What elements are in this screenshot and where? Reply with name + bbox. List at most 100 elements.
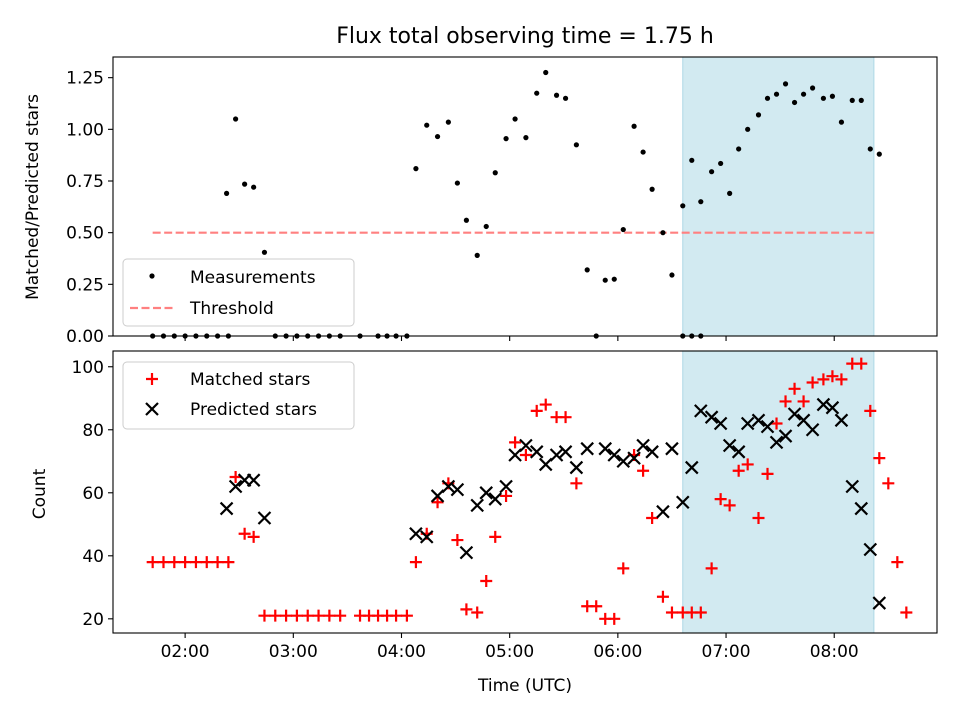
matched-stars-point xyxy=(146,556,159,569)
x-tick-label: 05:00 xyxy=(485,642,534,662)
measurements-point xyxy=(182,333,188,339)
predicted-stars-point xyxy=(607,448,622,462)
matched-stars-point xyxy=(590,600,603,613)
measurements-point xyxy=(272,333,278,339)
top-y-tick-label: 0.50 xyxy=(66,224,104,244)
measurements-point xyxy=(193,333,199,339)
predicted-stars-point xyxy=(508,448,522,462)
x-tick-label: 08:00 xyxy=(810,642,859,662)
matched-stars-point xyxy=(519,448,532,461)
predicted-stars-point xyxy=(459,545,474,560)
matched-stars-point xyxy=(431,496,444,509)
bottom-y-axis-label: Count xyxy=(30,468,50,519)
predicted-stars-point xyxy=(825,400,840,415)
bottom-panel: 20 40 60 80 100 02:00 03:00 04:00 05:00 06:00 07:0… xyxy=(72,350,938,662)
matched-stars-point xyxy=(723,499,736,512)
measurements-point xyxy=(849,97,855,103)
measurements-point xyxy=(474,252,480,258)
measurements-point xyxy=(809,85,816,91)
measurements-point xyxy=(745,126,751,132)
measurements-point xyxy=(375,333,381,339)
legend-box xyxy=(122,361,355,430)
predicted-stars-point xyxy=(863,542,878,557)
predicted-stars-point xyxy=(219,501,234,516)
predicted-stars-point xyxy=(430,489,445,503)
measurements-point xyxy=(445,119,451,125)
predicted-stars-point xyxy=(257,511,272,525)
measurements-point xyxy=(773,91,780,97)
measurements-point xyxy=(631,123,637,129)
legend-box xyxy=(122,258,355,327)
predicted-stars-point xyxy=(627,451,641,465)
matched-stars-point xyxy=(480,575,493,588)
x-tick-label: 03:00 xyxy=(269,642,318,662)
matched-stars-point xyxy=(741,458,754,471)
matched-stars-point xyxy=(229,471,242,484)
measurements-point xyxy=(698,333,704,339)
legend-marker-predicted xyxy=(145,402,159,416)
matched-stars-point xyxy=(752,511,765,524)
matched-stars-point xyxy=(570,477,583,490)
measurements-point xyxy=(764,95,771,101)
measurements-point xyxy=(315,333,322,339)
matched-stars-point xyxy=(539,398,552,411)
predicted-stars-point xyxy=(713,416,728,431)
matched-stars-point xyxy=(817,373,830,386)
measurements-point xyxy=(649,186,655,192)
predicted-stars-point xyxy=(419,530,434,544)
matched-stars-point xyxy=(617,562,630,575)
measurements-point xyxy=(573,142,579,148)
matched-stars-point xyxy=(732,464,745,477)
bottom-axes-frame xyxy=(112,350,938,634)
predicted-stars-point xyxy=(665,441,679,456)
measurements-point xyxy=(424,122,430,128)
measurements-point xyxy=(214,333,221,339)
measurements-point xyxy=(800,91,807,97)
matched-stars-point xyxy=(864,404,877,417)
top-y-tick-label: 1.00 xyxy=(66,120,104,140)
predicted-stars-point xyxy=(694,404,708,418)
bottom-y-tick-label: 60 xyxy=(82,484,104,504)
predicted-stars-point xyxy=(616,454,631,469)
legend-label: Matched stars xyxy=(190,370,310,390)
x-tick-label: 02:00 xyxy=(161,642,210,662)
chart-title: Flux total observing time = 1.75 h xyxy=(336,24,714,49)
predicted-stars-point xyxy=(834,413,849,428)
predicted-stars-point xyxy=(769,435,784,450)
measurements-point xyxy=(326,333,332,339)
measurements-point xyxy=(523,135,529,141)
matched-stars-point xyxy=(665,606,678,619)
predicted-stars-point xyxy=(529,445,544,459)
matched-stars-point xyxy=(806,376,819,389)
measurements-point xyxy=(562,95,569,101)
top-y-tick-label: 0.25 xyxy=(66,275,104,295)
matched-stars-point xyxy=(200,556,213,569)
measurements-point xyxy=(251,184,257,190)
top-legend: Measurements Threshold xyxy=(122,258,355,327)
matched-stars-point xyxy=(409,556,422,569)
measurements-point xyxy=(736,146,742,152)
matched-stars-point xyxy=(269,609,282,622)
predicted-stars-point xyxy=(450,482,465,497)
matched-stars-point xyxy=(646,511,659,524)
measurements-point xyxy=(492,170,498,176)
measurements-point xyxy=(305,333,311,339)
matched-stars-point xyxy=(460,603,473,616)
top-y-axis-label: Matched/Predicted stars xyxy=(23,94,43,300)
predicted-stars-point xyxy=(228,479,243,494)
measurements-point xyxy=(620,226,626,233)
matched-stars-point xyxy=(189,556,202,569)
measurements-point xyxy=(718,160,724,167)
measurements-point xyxy=(593,333,599,339)
predicted-stars-point xyxy=(499,479,513,494)
predicted-stars-point xyxy=(488,492,503,506)
measurements-point xyxy=(294,333,300,339)
measurements-point xyxy=(233,116,239,122)
predicted-stars-point xyxy=(598,441,613,456)
matched-stars-point xyxy=(211,556,224,569)
matched-stars-point xyxy=(714,493,727,506)
top-y-tick-label: 0.00 xyxy=(66,327,104,347)
matched-stars-point xyxy=(882,477,895,490)
measurements-point xyxy=(876,151,882,157)
measurements-point xyxy=(791,99,798,106)
